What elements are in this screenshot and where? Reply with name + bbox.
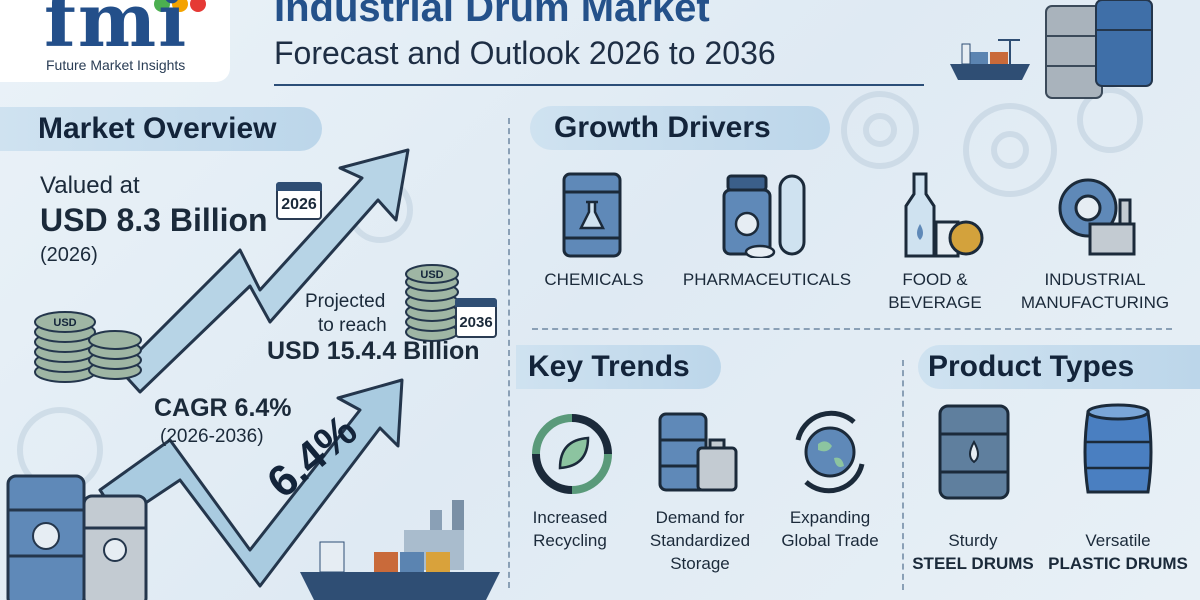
logo-subtitle: Future Market Insights (46, 57, 186, 73)
plastic-drum-icon (1083, 403, 1153, 494)
coin-stack-right-icon: USD (405, 264, 459, 342)
title-divider (274, 84, 924, 86)
trend-recycling-2: Recycling (533, 531, 607, 550)
projected-amount: USD 15.4.4 Billion (267, 337, 480, 365)
product-types-heading: Product Types (918, 345, 1200, 389)
coin-stack-left-icon: USD (34, 311, 142, 383)
projected-label-2: to reach (318, 315, 387, 336)
projected-label-1: Projected (305, 291, 386, 312)
logo-panel (0, 0, 230, 82)
page-title: Industrial Drum Market (274, 0, 710, 30)
drum-storage-icon (658, 412, 738, 492)
trend-recycling-1: Increased (532, 508, 608, 527)
gear-factory-icon (1058, 178, 1136, 256)
pill-bottle-icon (722, 174, 806, 258)
type-plastic-2: PLASTIC DRUMS (1048, 554, 1188, 573)
cagr-label: CAGR 6.4% (154, 394, 292, 422)
key-trends-heading: Key Trends (516, 345, 721, 389)
trend-storage-1: Demand for (655, 508, 745, 527)
section-divider-horizontal (532, 328, 1172, 330)
recycle-leaf-icon (532, 414, 612, 494)
cargo-ship-top (950, 39, 1030, 80)
driver-label-chemicals: CHEMICALS (544, 270, 644, 289)
driver-label-pharmaceuticals: PHARMACEUTICALS (682, 270, 852, 289)
driver-label-food-2: BEVERAGE (888, 293, 982, 312)
port-scene-bottom (300, 500, 500, 600)
market-overview-heading: Market Overview (0, 107, 322, 151)
globe-arrows-icon (795, 410, 865, 494)
trend-storage-2: Standardized (649, 531, 751, 550)
coin-label: USD (420, 269, 443, 281)
type-steel-2: STEEL DRUMS (912, 554, 1034, 573)
section-divider-vertical (508, 118, 510, 588)
drums-top-right (1045, 0, 1153, 99)
steel-drum-icon (938, 404, 1010, 500)
type-steel-1: Sturdy (948, 531, 998, 550)
trend-trade-1: Expanding (789, 508, 871, 527)
logo-dot-icon (154, 0, 206, 12)
logo-mark: fmi (44, 0, 189, 64)
growth-drivers-heading: Growth Drivers (530, 106, 830, 150)
page-subtitle: Forecast and Outlook 2026 to 2036 (274, 35, 776, 71)
valued-year: (2026) (40, 244, 98, 266)
growth-arrows (98, 148, 410, 588)
calendar-2026-icon: 2026 (276, 182, 322, 220)
bottle-apple-icon (904, 172, 984, 258)
driver-label-industrial-2: MANUFACTURING (1020, 293, 1170, 312)
type-plastic-1: Versatile (1085, 531, 1151, 550)
driver-label-food-1: FOOD & (902, 270, 968, 289)
section-divider-vertical-2 (902, 360, 904, 590)
calendar-2036-icon: 2036 (455, 298, 497, 338)
coin-label: USD (53, 317, 76, 329)
chemical-drum-icon (562, 172, 622, 258)
driver-label-industrial-1: INDUSTRIAL (1044, 270, 1146, 289)
drums-bottom-left-icon (6, 474, 148, 600)
valued-label: Valued at (40, 172, 140, 199)
trend-trade-2: Global Trade (781, 531, 879, 550)
valued-amount: USD 8.3 Billion (40, 202, 268, 238)
trend-storage-3: Storage (670, 554, 730, 573)
cagr-years: (2026-2036) (160, 426, 264, 447)
